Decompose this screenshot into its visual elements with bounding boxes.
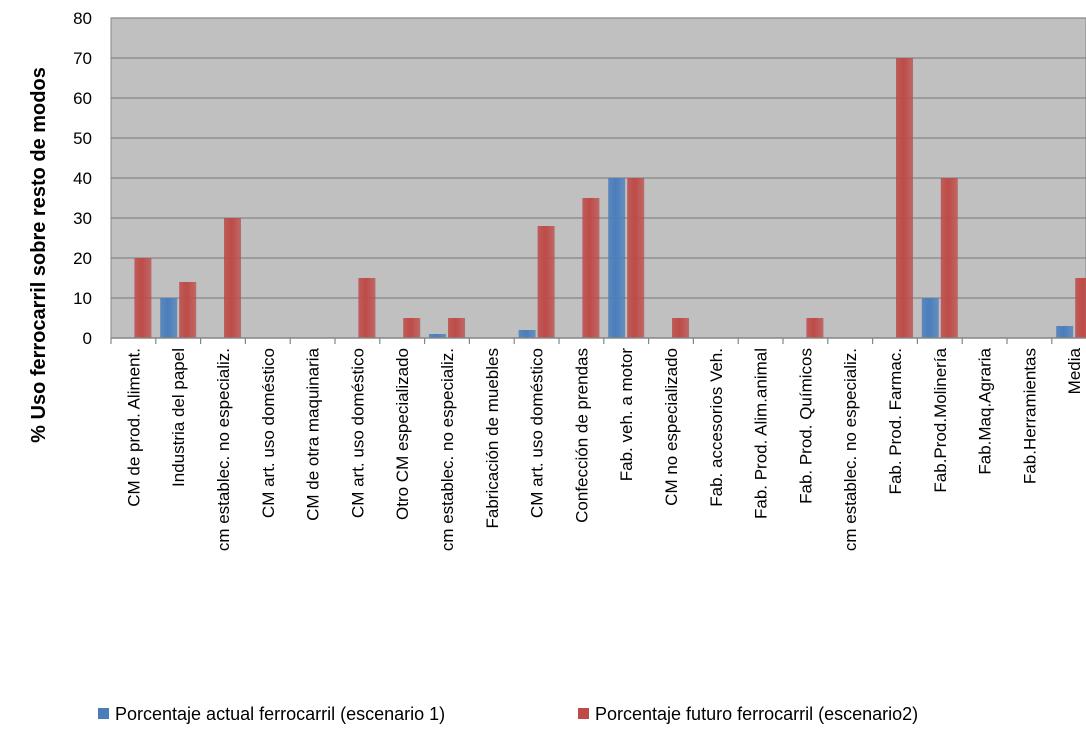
y-tick-label: 0 <box>83 329 92 348</box>
bar-escenario-1 <box>429 334 446 338</box>
x-category-label: CM de otra maquinaria <box>304 347 323 520</box>
legend-label: Porcentaje futuro ferrocarril (escenario… <box>595 704 918 724</box>
y-tick-label: 80 <box>73 9 92 28</box>
y-tick-label: 60 <box>73 89 92 108</box>
bar-escenario-2 <box>134 258 152 338</box>
x-category-label: CM art. uso doméstico <box>259 348 278 518</box>
legend-swatch <box>578 708 589 719</box>
bar-escenario-1 <box>608 178 626 338</box>
bar-escenario-2 <box>1075 278 1086 338</box>
bar-escenario-2 <box>179 282 197 338</box>
x-category-label: CM art. uso doméstico <box>528 348 547 518</box>
x-category-label: Fab. veh. a motor <box>617 348 636 482</box>
bar-escenario-2 <box>448 318 465 338</box>
category-labels: CM de prod. Aliment. Industria del papel c… <box>124 347 1084 551</box>
bar-escenario-2 <box>940 178 958 338</box>
bar-escenario-1 <box>1056 326 1074 338</box>
y-axis-label: % Uso ferrocarril sobre resto de modos <box>28 67 50 443</box>
legend: Porcentaje actual ferrocarril (escenario… <box>98 704 918 724</box>
x-category-label: Confección de prendas <box>572 348 591 523</box>
bar-escenario-1 <box>921 298 939 338</box>
legend-swatch <box>98 708 109 719</box>
bar-escenario-2 <box>627 178 645 338</box>
x-category-label: Fabricación de muebles <box>483 348 502 528</box>
x-category-label: Fab.Herramientas <box>1020 348 1039 484</box>
x-category-label: Fab. Prod. Farmac. <box>886 348 905 494</box>
x-category-label: Fab. Prod. Alim.animal <box>752 348 771 519</box>
y-tick-label: 40 <box>73 169 92 188</box>
bar-escenario-2 <box>224 218 241 338</box>
y-axis-ticks: 0 10 20 30 40 50 60 70 80 <box>73 9 92 348</box>
bars <box>134 58 1086 338</box>
x-category-label: Industria del papel <box>169 348 188 487</box>
x-category-label: Otro CM especializado <box>393 348 412 520</box>
bar-escenario-2 <box>358 278 376 338</box>
bar-escenario-2 <box>582 198 600 338</box>
y-tick-label: 50 <box>73 129 92 148</box>
x-category-label: CM no especializado <box>662 348 681 506</box>
y-tick-label: 30 <box>73 209 92 228</box>
x-category-label: Fab. accesorios Veh. <box>707 348 726 507</box>
x-category-label: Media <box>1065 347 1084 394</box>
x-axis-ticks <box>110 338 1053 344</box>
bar-escenario-1 <box>518 330 536 338</box>
x-category-label: cm establec. no especializ. <box>438 348 457 551</box>
x-category-label: Fab.Maq.Agraria <box>976 347 995 474</box>
x-category-label: cm establec. no especializ. <box>214 348 233 551</box>
x-category-label: Fab.Prod.Molinería <box>931 347 950 492</box>
bar-escenario-2 <box>896 58 913 338</box>
bar-escenario-2 <box>537 226 555 338</box>
legend-label: Porcentaje actual ferrocarril (escenario… <box>115 704 445 724</box>
x-category-label: cm establec. no especializ. <box>841 348 860 551</box>
y-tick-label: 70 <box>73 49 92 68</box>
bar-escenario-2 <box>672 318 689 338</box>
x-category-label: Fab. Prod. Químicos <box>796 348 815 504</box>
y-tick-label: 20 <box>73 249 92 268</box>
bar-escenario-2 <box>806 318 824 338</box>
x-category-label: CM de prod. Aliment. <box>124 348 143 507</box>
x-category-label: CM art. uso doméstico <box>348 348 367 518</box>
bar-escenario-2 <box>403 318 421 338</box>
bar-escenario-1 <box>160 298 178 338</box>
y-tick-label: 10 <box>73 289 92 308</box>
